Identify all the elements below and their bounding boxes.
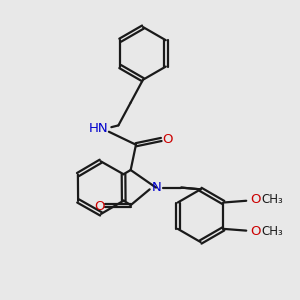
Text: CH₃: CH₃ xyxy=(261,193,283,206)
Text: O: O xyxy=(250,225,261,238)
Text: O: O xyxy=(250,193,261,206)
Text: CH₃: CH₃ xyxy=(261,225,283,238)
Text: O: O xyxy=(162,133,173,146)
Text: N: N xyxy=(152,181,161,194)
Text: HN: HN xyxy=(89,122,109,135)
Text: O: O xyxy=(94,200,104,213)
